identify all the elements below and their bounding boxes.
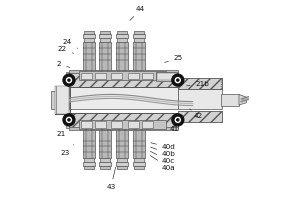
Text: 24: 24 bbox=[63, 39, 77, 48]
Bar bbox=[99, 42, 111, 71]
Bar bbox=[85, 166, 94, 169]
Circle shape bbox=[63, 74, 75, 86]
Circle shape bbox=[67, 117, 71, 122]
Bar bbox=[79, 71, 166, 80]
Bar bbox=[133, 34, 145, 38]
Circle shape bbox=[175, 117, 180, 122]
Text: 44: 44 bbox=[130, 6, 145, 20]
Bar bbox=[116, 162, 128, 166]
Bar bbox=[128, 73, 139, 79]
Bar bbox=[134, 38, 144, 42]
Bar bbox=[83, 129, 95, 158]
Circle shape bbox=[68, 79, 70, 81]
Bar bbox=[220, 94, 239, 106]
Bar bbox=[66, 113, 69, 128]
Bar bbox=[134, 158, 144, 162]
Bar bbox=[83, 34, 95, 38]
Text: 2: 2 bbox=[57, 61, 70, 67]
Text: 25: 25 bbox=[165, 55, 183, 62]
Text: 41: 41 bbox=[170, 122, 179, 132]
Bar bbox=[117, 31, 127, 34]
Bar bbox=[100, 31, 110, 34]
Bar bbox=[100, 166, 110, 169]
Bar bbox=[83, 42, 95, 71]
Bar bbox=[100, 158, 110, 162]
Text: 21b: 21b bbox=[187, 81, 210, 87]
Bar bbox=[99, 34, 111, 38]
Bar bbox=[79, 120, 166, 129]
Bar bbox=[117, 158, 127, 162]
Bar bbox=[133, 129, 145, 158]
Bar bbox=[82, 73, 92, 79]
Circle shape bbox=[177, 79, 179, 81]
Bar bbox=[111, 121, 122, 128]
Circle shape bbox=[68, 119, 70, 121]
Bar bbox=[142, 73, 153, 79]
Bar bbox=[100, 38, 110, 42]
Circle shape bbox=[63, 114, 75, 126]
Bar bbox=[178, 89, 221, 109]
Bar bbox=[157, 73, 176, 80]
Bar bbox=[156, 72, 177, 81]
Bar bbox=[178, 78, 221, 89]
Bar bbox=[95, 121, 106, 128]
Bar bbox=[66, 72, 69, 87]
Text: 40b: 40b bbox=[151, 147, 176, 157]
Text: 42: 42 bbox=[190, 109, 203, 119]
Bar bbox=[82, 121, 92, 128]
Circle shape bbox=[172, 74, 184, 86]
Bar bbox=[95, 73, 106, 79]
Bar bbox=[117, 38, 127, 42]
Text: 22: 22 bbox=[58, 46, 74, 53]
Bar bbox=[69, 87, 178, 109]
Circle shape bbox=[175, 78, 180, 83]
Text: 23: 23 bbox=[61, 145, 74, 156]
Text: 43: 43 bbox=[106, 167, 116, 190]
Text: 21: 21 bbox=[57, 124, 66, 137]
Bar bbox=[69, 127, 178, 130]
Bar bbox=[133, 42, 145, 71]
Bar bbox=[134, 31, 144, 34]
Bar bbox=[142, 121, 153, 128]
Bar bbox=[83, 162, 95, 166]
Text: 40d: 40d bbox=[151, 143, 176, 150]
Circle shape bbox=[177, 119, 179, 121]
Bar bbox=[116, 129, 128, 158]
Bar bbox=[55, 86, 70, 114]
Bar bbox=[85, 158, 94, 162]
Bar bbox=[116, 42, 128, 71]
Bar bbox=[133, 162, 145, 166]
Text: 40a: 40a bbox=[150, 156, 176, 171]
Bar bbox=[85, 38, 94, 42]
Bar bbox=[99, 162, 111, 166]
Bar bbox=[51, 91, 55, 109]
Bar bbox=[69, 70, 178, 73]
Bar bbox=[66, 87, 69, 109]
Circle shape bbox=[172, 114, 184, 126]
Bar bbox=[116, 34, 128, 38]
Bar bbox=[69, 113, 178, 128]
Bar bbox=[128, 121, 139, 128]
Text: 40c: 40c bbox=[151, 151, 175, 164]
Bar bbox=[111, 73, 122, 79]
Polygon shape bbox=[239, 94, 246, 105]
Bar bbox=[117, 166, 127, 169]
Bar bbox=[69, 72, 178, 87]
Bar bbox=[178, 111, 221, 122]
Bar bbox=[85, 31, 94, 34]
Bar bbox=[99, 129, 111, 158]
Circle shape bbox=[67, 78, 71, 83]
Bar bbox=[134, 166, 144, 169]
Bar bbox=[55, 86, 69, 114]
